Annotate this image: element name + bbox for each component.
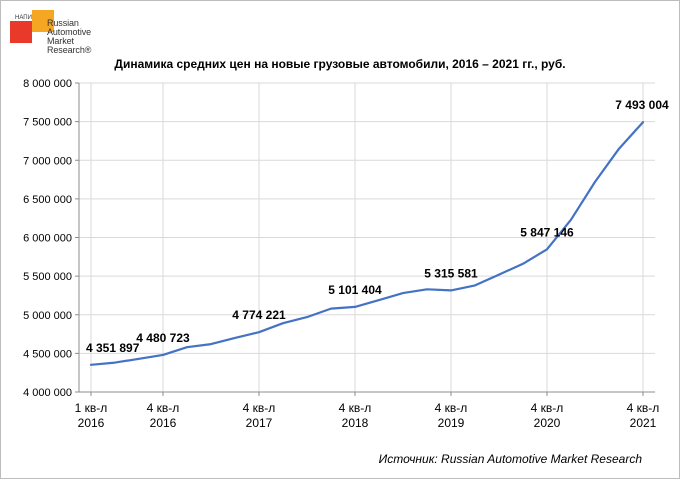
- y-tick-label: 7 000 000: [23, 155, 72, 167]
- x-tick-label: 4 кв-л: [339, 401, 372, 415]
- data-label: 5 847 146: [520, 225, 574, 239]
- y-tick-label: 7 500 000: [23, 117, 72, 129]
- source-note: Источник: Russian Automotive Market Rese…: [378, 452, 642, 466]
- y-tick-label: 5 000 000: [23, 310, 72, 322]
- y-tick-label: 4 000 000: [23, 387, 72, 399]
- x-tick-label: 4 кв-л: [243, 401, 276, 415]
- x-tick-label: 4 кв-л: [147, 401, 180, 415]
- x-tick-label-year: 2016: [78, 416, 105, 430]
- x-tick-label-year: 2019: [438, 416, 465, 430]
- x-tick-label: 4 кв-л: [627, 401, 660, 415]
- data-label: 5 101 404: [328, 283, 382, 297]
- y-tick-label: 6 000 000: [23, 233, 72, 245]
- x-tick-label-year: 2021: [630, 416, 657, 430]
- series-line: [89, 121, 645, 366]
- y-tick-label: 5 500 000: [23, 271, 72, 283]
- data-label: 4 774 221: [232, 308, 286, 322]
- data-label: 5 315 581: [424, 266, 478, 280]
- y-tick-label: 8 000 000: [23, 78, 72, 90]
- data-label: 4 351 897: [86, 341, 140, 355]
- x-tick-label: 1 кв-л: [75, 401, 108, 415]
- x-tick-label-year: 2017: [246, 416, 273, 430]
- x-tick-label-year: 2020: [534, 416, 561, 430]
- logo-text: Russian Automotive Market Research®: [47, 18, 92, 55]
- x-tick-label: 4 кв-л: [435, 401, 468, 415]
- x-tick-label-year: 2018: [342, 416, 369, 430]
- logo-orange-square: [32, 10, 54, 32]
- chart-title: Динамика средних цен на новые грузовые а…: [114, 57, 566, 71]
- data-label: 4 480 723: [136, 331, 190, 345]
- y-tick-label: 6 500 000: [23, 194, 72, 206]
- y-tick-label: 4 500 000: [23, 348, 72, 360]
- logo: НАПИ Russian Automotive Market Research®: [6, 8, 96, 64]
- x-tick-label: 4 кв-л: [531, 401, 564, 415]
- x-tick-label-year: 2016: [150, 416, 177, 430]
- logo-red-square: [10, 21, 32, 43]
- data-label: 7 493 004: [615, 98, 669, 112]
- logo-small-text: НАПИ: [15, 15, 32, 21]
